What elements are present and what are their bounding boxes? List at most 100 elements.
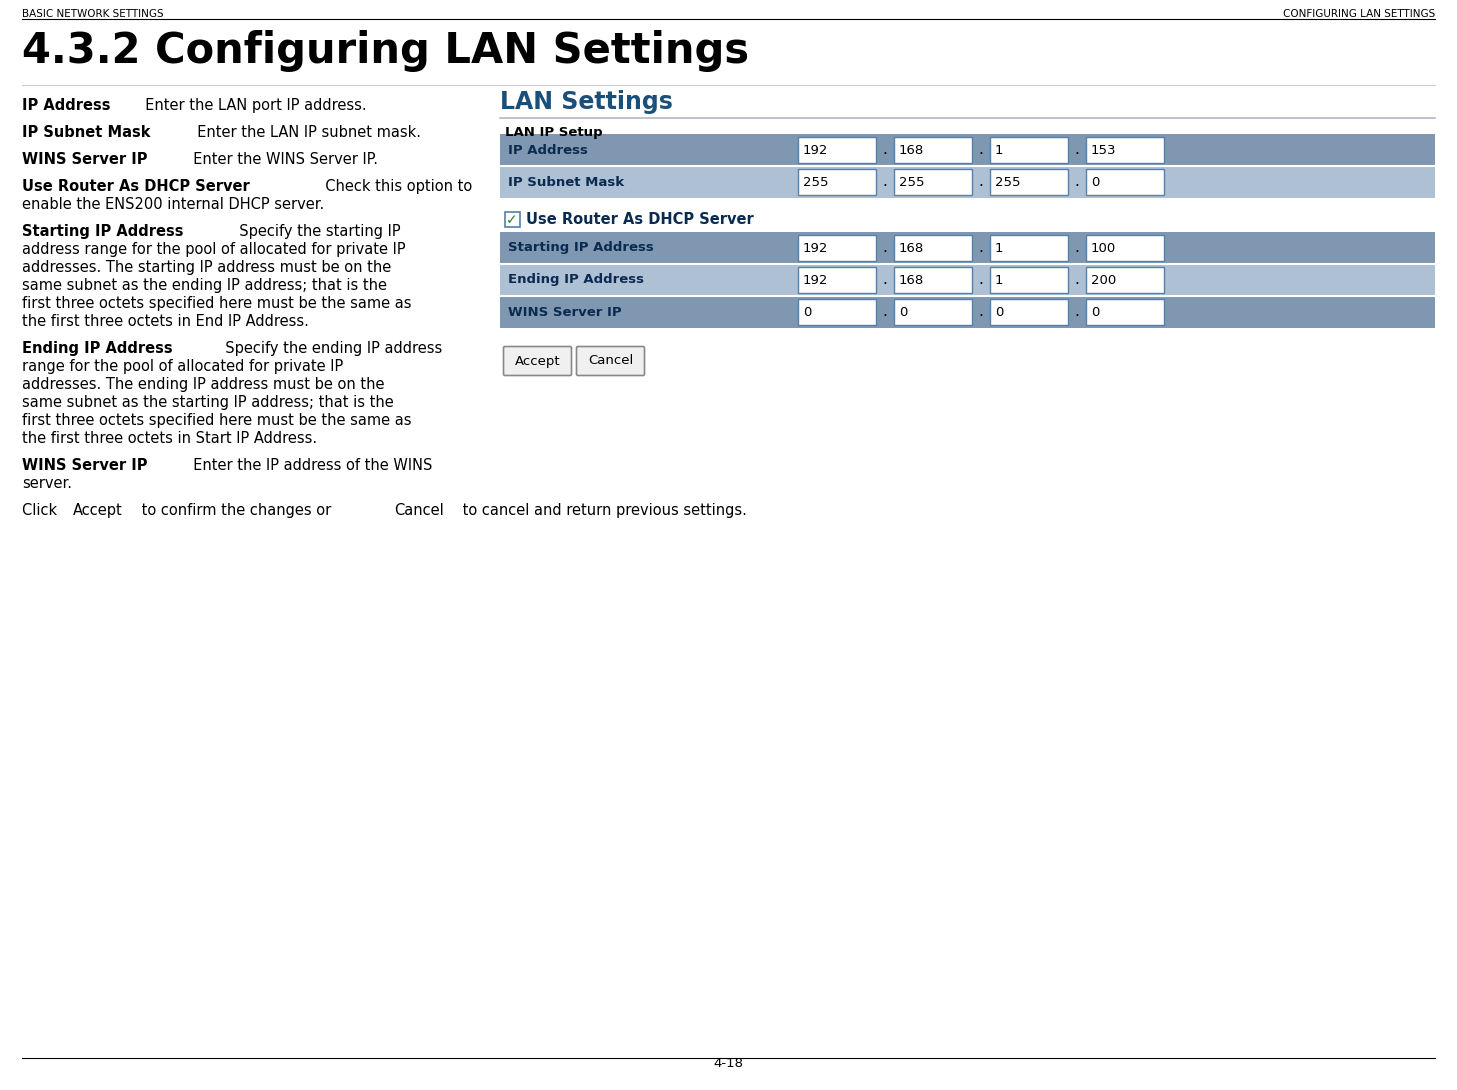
Text: Specify the ending IP address: Specify the ending IP address [216, 341, 443, 356]
Bar [500, 296, 1435, 328]
Text: LAN IP Setup: LAN IP Setup [506, 126, 603, 140]
Bar [1085, 299, 1164, 325]
Text: .: . [979, 174, 983, 190]
Text: .: . [883, 241, 887, 255]
Bar [989, 137, 1068, 164]
Text: 192: 192 [803, 144, 829, 157]
Text: .: . [883, 272, 887, 288]
Text: addresses. The starting IP address must be on the: addresses. The starting IP address must … [22, 261, 392, 275]
Text: to confirm the changes or: to confirm the changes or [137, 502, 337, 518]
FancyBboxPatch shape [577, 347, 644, 375]
Text: BASIC NETWORK SETTINGS: BASIC NETWORK SETTINGS [22, 9, 163, 19]
Text: enable the ENS200 internal DHCP server.: enable the ENS200 internal DHCP server. [22, 197, 325, 211]
Bar [989, 299, 1068, 325]
Bar [798, 235, 876, 261]
Bar [895, 235, 972, 261]
Text: Enter the IP address of the WINS: Enter the IP address of the WINS [184, 458, 433, 473]
Text: 1: 1 [995, 242, 1004, 254]
Text: .: . [1075, 304, 1080, 319]
Bar [895, 137, 972, 164]
Text: Starting IP Address: Starting IP Address [22, 225, 184, 239]
Text: Specify the starting IP: Specify the starting IP [230, 225, 401, 239]
Text: IP Subnet Mask: IP Subnet Mask [22, 125, 150, 140]
Text: .: . [1075, 272, 1080, 288]
Text: Use Router As DHCP Server: Use Router As DHCP Server [22, 179, 249, 194]
Bar [895, 299, 972, 325]
Bar [1085, 169, 1164, 195]
Text: 0: 0 [803, 305, 812, 318]
Text: 0: 0 [899, 305, 908, 318]
Text: Ending IP Address: Ending IP Address [22, 341, 172, 356]
Text: .: . [883, 143, 887, 157]
Text: .: . [979, 143, 983, 157]
Bar [895, 267, 972, 293]
Text: .: . [1075, 143, 1080, 157]
Text: WINS Server IP: WINS Server IP [508, 305, 622, 318]
Text: first three octets specified here must be the same as: first three octets specified here must b… [22, 413, 411, 428]
Text: same subnet as the ending IP address; that is the: same subnet as the ending IP address; th… [22, 278, 388, 293]
Text: address range for the pool of allocated for private IP: address range for the pool of allocated … [22, 242, 405, 257]
Text: 200: 200 [1091, 274, 1116, 287]
Bar [1085, 137, 1164, 164]
Text: ✓: ✓ [506, 213, 517, 227]
Text: Cancel: Cancel [587, 354, 634, 367]
Text: Ending IP Address: Ending IP Address [508, 274, 644, 287]
Text: server.: server. [22, 476, 71, 490]
Text: same subnet as the starting IP address; that is the: same subnet as the starting IP address; … [22, 395, 393, 410]
Text: WINS Server IP: WINS Server IP [22, 458, 147, 473]
Bar [506, 211, 520, 227]
Text: .: . [979, 241, 983, 255]
Text: 168: 168 [899, 242, 924, 254]
Text: .: . [1075, 241, 1080, 255]
Text: 4.3.2 Configuring LAN Settings: 4.3.2 Configuring LAN Settings [22, 31, 749, 72]
Bar [989, 267, 1068, 293]
Bar [895, 169, 972, 195]
Text: 1: 1 [995, 144, 1004, 157]
Text: 168: 168 [899, 144, 924, 157]
Text: 192: 192 [803, 242, 829, 254]
Bar [798, 169, 876, 195]
Text: Click: Click [22, 502, 61, 518]
Bar [798, 137, 876, 164]
Bar [798, 267, 876, 293]
Bar [1085, 235, 1164, 261]
Text: 255: 255 [803, 175, 829, 189]
Text: IP Address: IP Address [508, 144, 587, 157]
Bar [798, 299, 876, 325]
Text: 255: 255 [995, 175, 1020, 189]
Text: Cancel: Cancel [393, 502, 444, 518]
Text: range for the pool of allocated for private IP: range for the pool of allocated for priv… [22, 359, 344, 374]
Text: CONFIGURING LAN SETTINGS: CONFIGURING LAN SETTINGS [1282, 9, 1435, 19]
Bar [500, 232, 1435, 264]
Text: .: . [883, 304, 887, 319]
Text: the first three octets in Start IP Address.: the first three octets in Start IP Addre… [22, 431, 318, 446]
Bar [500, 264, 1435, 296]
Text: .: . [1075, 174, 1080, 190]
Text: Starting IP Address: Starting IP Address [508, 242, 654, 254]
Text: Accept: Accept [73, 502, 122, 518]
Text: 4-18: 4-18 [712, 1057, 743, 1070]
Text: Enter the LAN port IP address.: Enter the LAN port IP address. [136, 98, 367, 113]
Text: WINS Server IP: WINS Server IP [22, 152, 147, 167]
Bar [500, 166, 1435, 198]
Text: 153: 153 [1091, 144, 1116, 157]
Text: 168: 168 [899, 274, 924, 287]
Text: Accept: Accept [514, 354, 561, 367]
Text: 0: 0 [995, 305, 1004, 318]
Text: LAN Settings: LAN Settings [500, 90, 673, 114]
Text: addresses. The ending IP address must be on the: addresses. The ending IP address must be… [22, 377, 385, 392]
Text: to cancel and return previous settings.: to cancel and return previous settings. [459, 502, 747, 518]
Text: 0: 0 [1091, 305, 1100, 318]
Text: .: . [883, 174, 887, 190]
FancyBboxPatch shape [504, 347, 571, 375]
Text: IP Subnet Mask: IP Subnet Mask [508, 175, 624, 189]
Text: first three octets specified here must be the same as: first three octets specified here must b… [22, 296, 411, 311]
Bar [500, 134, 1435, 166]
Text: Enter the LAN IP subnet mask.: Enter the LAN IP subnet mask. [188, 125, 421, 140]
Text: Check this option to: Check this option to [316, 179, 472, 194]
Text: 1: 1 [995, 274, 1004, 287]
Bar [989, 169, 1068, 195]
Bar [1085, 267, 1164, 293]
Text: .: . [979, 272, 983, 288]
Text: 0: 0 [1091, 175, 1100, 189]
